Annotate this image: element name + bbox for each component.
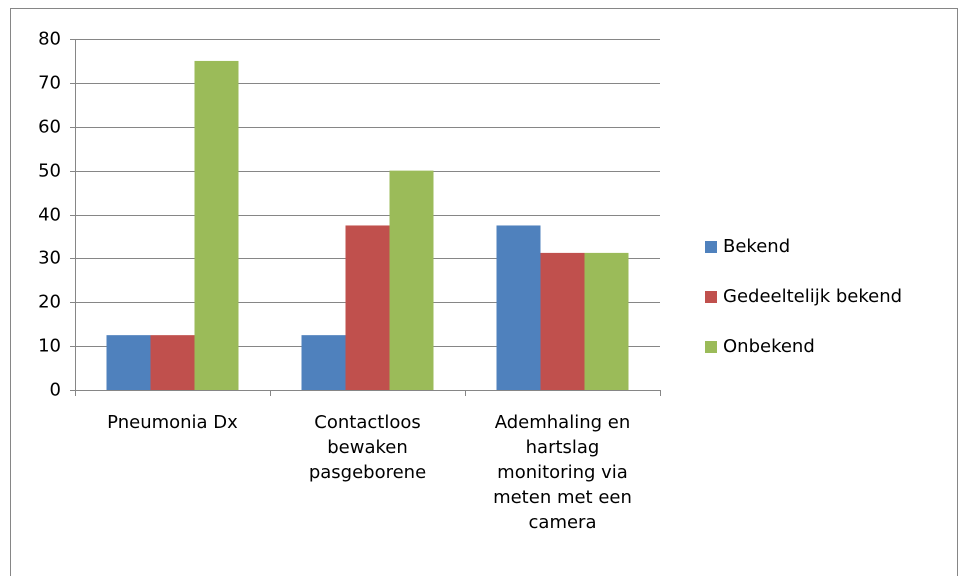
y-tick-label: 80 — [38, 29, 61, 50]
bar — [150, 335, 195, 390]
bar — [496, 225, 541, 390]
bar — [389, 170, 434, 390]
bar — [106, 335, 151, 390]
y-tick-label: 50 — [38, 161, 61, 182]
y-tick-label: 10 — [38, 336, 61, 357]
bar — [345, 225, 390, 390]
legend-swatch — [705, 341, 717, 353]
x-tick-label: Contactloos bewaken pasgeborene — [308, 412, 427, 483]
y-tick-label: 30 — [38, 248, 61, 269]
legend-label: Onbekend — [723, 336, 815, 357]
chart-border — [10, 8, 958, 576]
y-tick-label: 70 — [38, 73, 61, 94]
legend-label: Gedeeltelijk bekend — [723, 286, 902, 307]
y-tick-label: 60 — [38, 117, 61, 138]
bar — [194, 60, 239, 390]
x-tick-label: Pneumonia Dx — [107, 412, 238, 433]
legend-label: Bekend — [723, 236, 790, 257]
y-tick-label: 40 — [38, 205, 61, 226]
legend-swatch — [705, 291, 717, 303]
x-tick-label: Ademhaling en hartslag monitoring via me… — [493, 412, 632, 533]
bar — [301, 335, 346, 390]
legend-swatch — [705, 241, 717, 253]
bar — [584, 252, 629, 390]
y-tick-label: 20 — [38, 292, 61, 313]
bar — [540, 252, 585, 390]
y-tick-label: 0 — [50, 380, 61, 401]
